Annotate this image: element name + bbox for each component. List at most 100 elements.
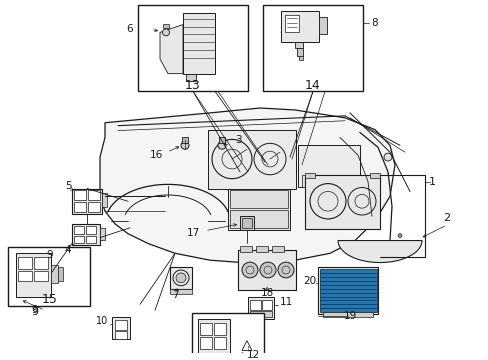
Bar: [247, 297, 273, 319]
Bar: [74, 236, 84, 243]
Bar: [72, 189, 102, 214]
Bar: [214, 323, 225, 335]
Circle shape: [176, 273, 185, 283]
Bar: [219, 138, 224, 143]
Bar: [163, 23, 169, 28]
Circle shape: [218, 141, 225, 149]
Bar: [74, 202, 86, 212]
Text: 19: 19: [343, 311, 356, 321]
Text: 7: 7: [171, 289, 178, 300]
Bar: [185, 74, 196, 81]
Bar: [16, 253, 51, 297]
Text: 11: 11: [280, 297, 293, 307]
Bar: [182, 138, 187, 143]
Bar: [72, 224, 100, 246]
Bar: [263, 5, 362, 91]
Circle shape: [383, 153, 391, 161]
Bar: [18, 257, 32, 269]
Bar: [58, 267, 63, 281]
Polygon shape: [242, 341, 251, 351]
Bar: [138, 5, 247, 91]
Bar: [74, 226, 84, 234]
Bar: [115, 331, 127, 339]
Bar: [240, 216, 253, 230]
Bar: [229, 210, 287, 228]
Bar: [207, 130, 295, 189]
Text: 4: 4: [64, 246, 71, 255]
Bar: [249, 301, 261, 310]
Circle shape: [181, 141, 189, 149]
Bar: [305, 175, 379, 229]
Polygon shape: [100, 108, 394, 263]
Text: 17: 17: [186, 228, 200, 238]
Bar: [115, 320, 127, 330]
Circle shape: [397, 234, 401, 238]
Bar: [294, 42, 303, 48]
Bar: [262, 301, 271, 310]
Bar: [192, 313, 264, 360]
Bar: [285, 15, 298, 32]
Bar: [102, 193, 107, 207]
Text: 20: 20: [302, 276, 315, 286]
Text: 6: 6: [126, 24, 133, 35]
Bar: [281, 11, 318, 42]
Text: 9: 9: [31, 307, 39, 317]
Bar: [238, 250, 295, 290]
Bar: [297, 145, 359, 186]
Bar: [305, 173, 314, 178]
Bar: [86, 226, 96, 234]
Bar: [86, 236, 96, 243]
Bar: [200, 337, 212, 348]
Bar: [170, 289, 192, 293]
Bar: [214, 337, 225, 348]
Bar: [100, 228, 105, 239]
Circle shape: [278, 262, 293, 278]
Bar: [18, 271, 32, 281]
Bar: [319, 269, 376, 312]
Bar: [200, 323, 212, 335]
Text: 15: 15: [42, 293, 58, 306]
Text: 8: 8: [370, 18, 377, 28]
Bar: [323, 312, 372, 317]
Bar: [249, 311, 271, 317]
Circle shape: [162, 29, 169, 36]
Text: !: !: [245, 346, 248, 351]
Bar: [229, 190, 287, 208]
Text: 1: 1: [427, 177, 435, 186]
Bar: [271, 247, 284, 252]
Bar: [227, 189, 289, 230]
Bar: [8, 247, 90, 306]
Bar: [242, 218, 251, 228]
Bar: [302, 175, 353, 186]
Text: 3: 3: [235, 135, 241, 145]
Bar: [318, 17, 326, 34]
Bar: [34, 271, 48, 281]
Bar: [369, 173, 379, 178]
Bar: [240, 247, 251, 252]
Bar: [112, 317, 130, 339]
Bar: [88, 202, 100, 212]
Bar: [256, 247, 267, 252]
Bar: [51, 265, 58, 283]
Polygon shape: [160, 24, 183, 74]
Bar: [296, 48, 303, 56]
Circle shape: [242, 262, 258, 278]
Text: 9: 9: [32, 305, 38, 315]
Text: 12: 12: [246, 350, 260, 360]
Text: 10: 10: [96, 316, 108, 326]
Text: 2: 2: [443, 213, 449, 223]
Text: 14: 14: [305, 79, 320, 92]
Bar: [317, 267, 377, 314]
Bar: [183, 13, 215, 74]
Text: 18: 18: [260, 288, 273, 298]
Text: 9: 9: [46, 250, 53, 260]
Bar: [170, 267, 192, 289]
Bar: [34, 257, 48, 269]
Bar: [198, 319, 229, 356]
Polygon shape: [337, 240, 421, 262]
Text: 13: 13: [185, 79, 201, 92]
Text: 16: 16: [149, 150, 163, 160]
Text: 5: 5: [64, 181, 71, 190]
Bar: [74, 190, 86, 200]
Bar: [88, 190, 100, 200]
